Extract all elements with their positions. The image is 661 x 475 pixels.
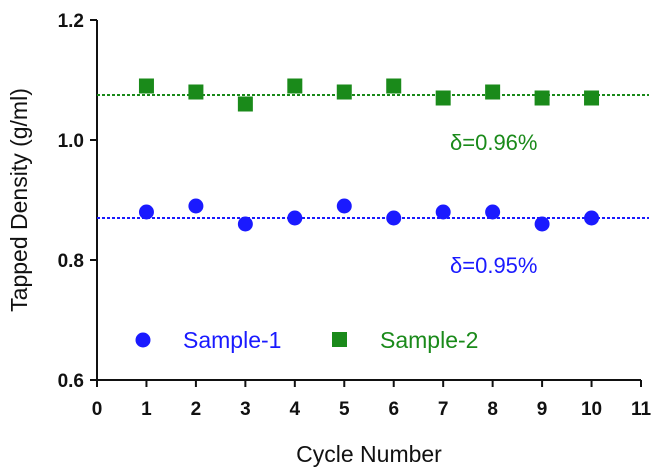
data-point-series-2	[534, 90, 550, 106]
data-point-series-1	[435, 204, 451, 220]
annotations: δ=0.96% δ=0.95%	[450, 130, 537, 278]
mean-lines	[97, 94, 649, 219]
data-point-series-1	[237, 216, 253, 232]
y-axis-title: Tapped Density (g/ml)	[6, 88, 32, 312]
x-tick-label: 9	[537, 399, 548, 420]
legend: Sample-1 Sample-2	[135, 327, 478, 353]
data-point-series-1	[336, 198, 352, 214]
series-1-annotation: δ=0.95%	[450, 253, 537, 278]
x-tick-label: 0	[92, 399, 103, 420]
data-point-series-1	[188, 198, 204, 214]
y-tick-label: 1.2	[58, 11, 84, 32]
data-point-series-1	[386, 210, 402, 226]
y-tick-label: 0.8	[58, 251, 84, 272]
axes	[96, 20, 641, 381]
data-point-series-1	[138, 204, 154, 220]
data-point-series-2	[435, 90, 451, 106]
x-tick-label: 4	[290, 399, 301, 420]
series-2-annotation: δ=0.96%	[450, 130, 537, 155]
x-tick-label: 2	[191, 399, 202, 420]
data-point-series-2	[386, 78, 402, 94]
x-tick-label: 6	[388, 399, 399, 420]
data-point-series-2	[584, 90, 600, 106]
x-tick-label: 7	[438, 399, 449, 420]
data-point-series-1	[485, 204, 501, 220]
x-tick-label: 10	[581, 399, 602, 420]
legend-marker-sample-2	[332, 332, 347, 347]
data-point-series-2	[237, 96, 253, 112]
legend-marker-sample-1	[135, 332, 151, 348]
data-point-series-2	[336, 84, 352, 100]
x-axis-title: Cycle Number	[296, 441, 442, 467]
data-point-series-2	[188, 84, 204, 100]
data-point-series-2	[485, 84, 501, 100]
y-tick-label: 0.6	[58, 371, 84, 392]
legend-label-sample-2: Sample-2	[380, 327, 478, 353]
data-point-series-1	[584, 210, 600, 226]
data-point-series-1	[287, 210, 303, 226]
x-tick-label: 1	[141, 399, 152, 420]
x-tick-label: 11	[631, 399, 652, 420]
x-tick-label: 8	[487, 399, 498, 420]
data-point-series-1	[534, 216, 550, 232]
x-tick-label: 5	[339, 399, 350, 420]
data-points	[138, 78, 600, 232]
y-tick-label: 1.0	[58, 131, 84, 152]
x-tick-label: 3	[240, 399, 251, 420]
data-point-series-2	[287, 78, 303, 94]
data-point-series-2	[138, 78, 154, 94]
ticks: 0 1 2 3 4 5 6 7 8 9 10 11 0.6 0.8 1.0 1.2	[58, 11, 652, 420]
legend-label-sample-1: Sample-1	[183, 327, 281, 353]
